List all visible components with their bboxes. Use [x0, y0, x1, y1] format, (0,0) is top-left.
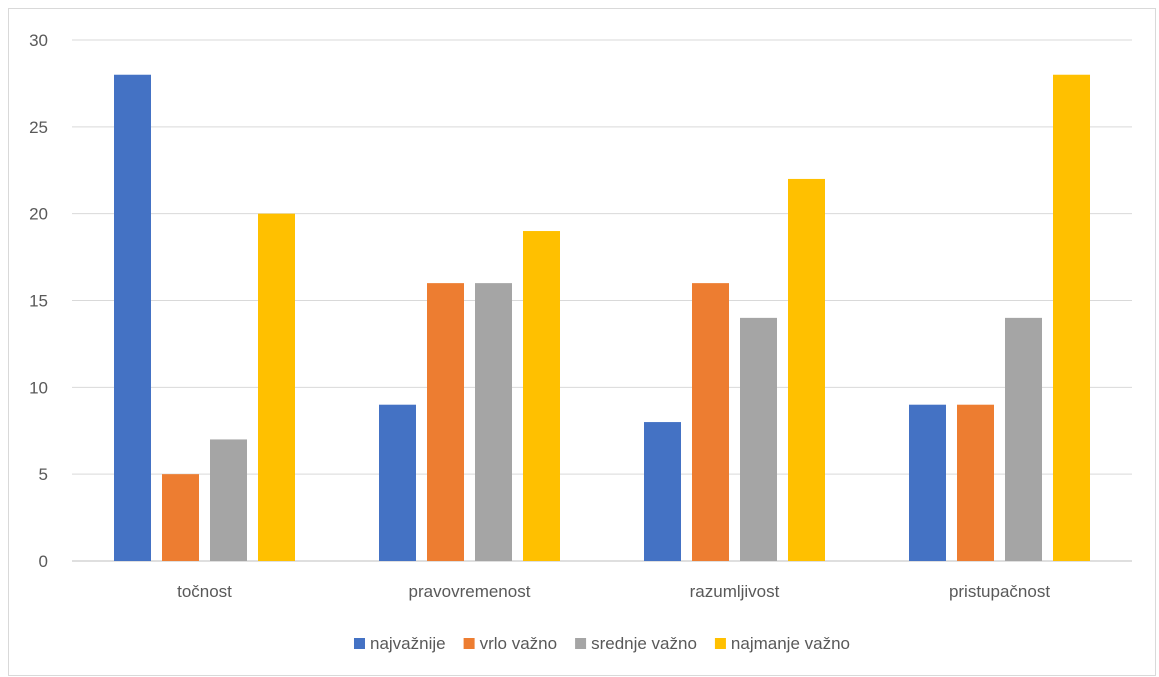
legend-label: vrlo važno: [480, 634, 557, 653]
legend-swatch: [463, 638, 475, 649]
y-tick-label: 25: [29, 118, 48, 137]
bar: [523, 231, 560, 562]
bar: [644, 422, 681, 561]
y-axis-ticks: 0 5 10 15 20 25 30: [29, 31, 48, 571]
legend-swatch: [714, 638, 726, 649]
y-tick-label: 0: [39, 552, 48, 571]
y-tick-label: 30: [29, 31, 48, 50]
bar: [909, 404, 946, 561]
y-tick-label: 20: [29, 205, 48, 224]
bar: [162, 474, 199, 561]
bar: [692, 283, 729, 561]
grid-layer: [72, 39, 1132, 562]
bar: [788, 178, 825, 561]
bar: [379, 404, 416, 561]
bar: [210, 439, 247, 561]
legend-label: najmanje važno: [731, 634, 850, 653]
bar: [114, 74, 151, 561]
y-tick-label: 10: [29, 378, 48, 397]
bars: [114, 74, 1090, 562]
chart-frame: [8, 8, 1156, 676]
x-tick-label: pristupačnost: [949, 582, 1050, 601]
x-tick-label: točnost: [177, 582, 232, 601]
bar: [740, 317, 777, 561]
bar: [258, 213, 295, 561]
y-tick-label: 15: [29, 292, 48, 311]
legend: najvažnije vrlo važno srednje važno najmanj…: [353, 634, 850, 653]
legend-label: srednje važno: [591, 634, 697, 653]
bar: [1005, 317, 1042, 561]
x-axis-ticks: točnost pravovremenost razumljivost pristup…: [177, 582, 1050, 601]
bar: [427, 283, 464, 561]
x-tick-label: razumljivost: [690, 582, 780, 601]
legend-swatch: [575, 638, 587, 649]
legend-swatch: [353, 638, 365, 649]
bar: [475, 283, 512, 561]
legend-label: najvažnije: [370, 634, 446, 653]
x-tick-label: pravovremenost: [409, 582, 531, 601]
bar: [957, 404, 994, 561]
y-tick-label: 5: [39, 465, 48, 484]
bar: [1053, 74, 1090, 561]
